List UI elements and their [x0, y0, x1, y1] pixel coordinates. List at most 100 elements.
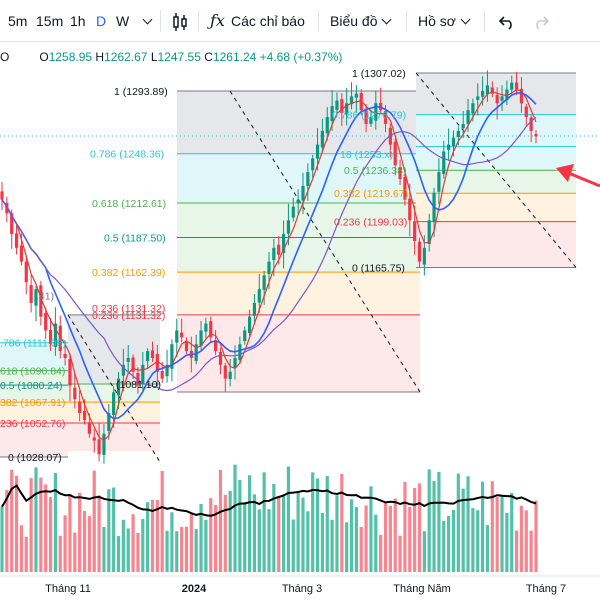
- candle-body: [519, 88, 524, 104]
- x-axis-label: Tháng 7: [526, 583, 566, 595]
- interval-15m[interactable]: 15m: [36, 13, 64, 29]
- fib1-zone: [0, 423, 68, 458]
- toolbar-separator: [160, 10, 161, 32]
- volume-bar: [150, 499, 155, 572]
- volume-bar: [349, 499, 354, 572]
- volume-bar: [364, 505, 368, 572]
- annotations-layer: [556, 164, 600, 188]
- volume-bar: [218, 469, 223, 572]
- chart-type-button[interactable]: Biểu đồ: [330, 0, 392, 42]
- candle-body: [281, 234, 286, 254]
- volume-bar: [340, 474, 344, 572]
- volume-bar: [514, 530, 519, 572]
- fib3-zone: [177, 314, 420, 392]
- volume-bar: [243, 501, 247, 572]
- fib1-level-label: .786 (1111.08): [0, 338, 66, 350]
- volume-bar: [413, 487, 417, 572]
- volume-bar: [238, 479, 242, 572]
- volume-bar: [112, 487, 116, 572]
- candle-body: [209, 321, 213, 338]
- x-axis-label: 2024: [182, 583, 207, 595]
- volume-bar: [442, 520, 446, 572]
- volume-bar: [345, 522, 349, 572]
- candle-body: [39, 285, 43, 317]
- candle-body: [267, 261, 271, 275]
- volume-bar: [320, 512, 324, 572]
- x-axis-label: Tháng 3: [282, 583, 322, 595]
- ma-slow-line: [1, 116, 537, 392]
- candles-button[interactable]: [172, 0, 188, 42]
- interval-w[interactable]: W: [116, 13, 130, 29]
- fib1-level-label: 618 (1090.84): [0, 366, 65, 378]
- candle-body: [131, 357, 135, 372]
- volume-bar: [422, 531, 426, 572]
- toolbar-separator: [198, 10, 199, 32]
- fib4-level-label: 0.382 (1219.67): [334, 188, 408, 200]
- interval-5m[interactable]: 5m: [8, 13, 28, 29]
- volume-bar: [53, 473, 57, 572]
- volume-bar: [160, 470, 164, 572]
- redo-icon: [536, 16, 550, 30]
- candle-body: [403, 177, 407, 200]
- fib3-level-label: 0.786 (1248.36): [90, 149, 164, 161]
- candle-body: [291, 206, 295, 218]
- candle-body: [247, 316, 252, 334]
- volume-bar: [432, 481, 436, 572]
- candle-body: [306, 172, 310, 186]
- volume-bar: [68, 493, 72, 572]
- candle-body: [48, 330, 53, 345]
- candle-body: [330, 106, 334, 122]
- volume-bar: [383, 502, 388, 572]
- candle-body: [87, 422, 91, 434]
- candle-body: [427, 220, 431, 245]
- fib1-level-label: 0 (1028.07): [8, 452, 62, 464]
- candle-body: [10, 213, 14, 235]
- candle-body: [315, 144, 320, 159]
- close-label: C: [204, 50, 213, 64]
- volume-bar: [141, 519, 145, 572]
- candle-body: [311, 158, 315, 171]
- candle-body: [340, 99, 344, 113]
- candle-body: [514, 82, 519, 90]
- candle-body: [534, 134, 538, 137]
- fib3-zone: [177, 91, 420, 154]
- candle-body: [204, 323, 208, 332]
- top-toolbar: 5m 15m 1h D W ƒx Các chỉ báo Biểu đồ Hồ s…: [0, 0, 600, 42]
- volume-bar: [136, 533, 140, 572]
- candle-body: [325, 117, 329, 134]
- candle-body: [485, 85, 490, 95]
- volume-bar: [427, 469, 431, 572]
- candle-body: [296, 199, 300, 203]
- candle-body: [320, 130, 324, 148]
- volume-bar: [131, 514, 135, 572]
- candle-body: [369, 117, 373, 124]
- interval-d[interactable]: D: [96, 13, 107, 29]
- fib3-level-label: 0.382 (1162.39): [92, 267, 165, 279]
- candle-body: [112, 392, 116, 415]
- candle-body: [272, 247, 276, 261]
- low-label: L: [150, 50, 158, 64]
- redo-button[interactable]: [532, 0, 550, 42]
- candle-body: [223, 365, 227, 379]
- interval-1h[interactable]: 1h: [70, 13, 86, 29]
- volume-bar: [184, 526, 189, 572]
- ohlc-legend: O O1258.95 H1262.67 L1247.55 C1261.24 +4.…: [0, 50, 342, 68]
- fib3-zone: [177, 272, 420, 315]
- candle-body: [301, 185, 305, 201]
- candle-body: [218, 351, 223, 365]
- candle-body: [466, 110, 470, 124]
- fib4-level-label: 0.786 (1276.79): [332, 110, 406, 122]
- volume-bar: [0, 506, 4, 572]
- candle-body: [437, 172, 441, 192]
- candle-body: [146, 351, 150, 362]
- volume-bar: [495, 496, 499, 572]
- fib3-trend-line: [229, 90, 421, 393]
- undo-button[interactable]: [498, 0, 516, 42]
- volume-bar: [78, 492, 82, 572]
- ma-mid-line: [1, 92, 537, 420]
- indicators-button[interactable]: ƒx Các chỉ báo: [210, 0, 305, 42]
- profile-button[interactable]: Hồ sơ: [418, 0, 471, 42]
- toolbar-separator: [484, 10, 485, 32]
- volume-bar: [262, 472, 266, 572]
